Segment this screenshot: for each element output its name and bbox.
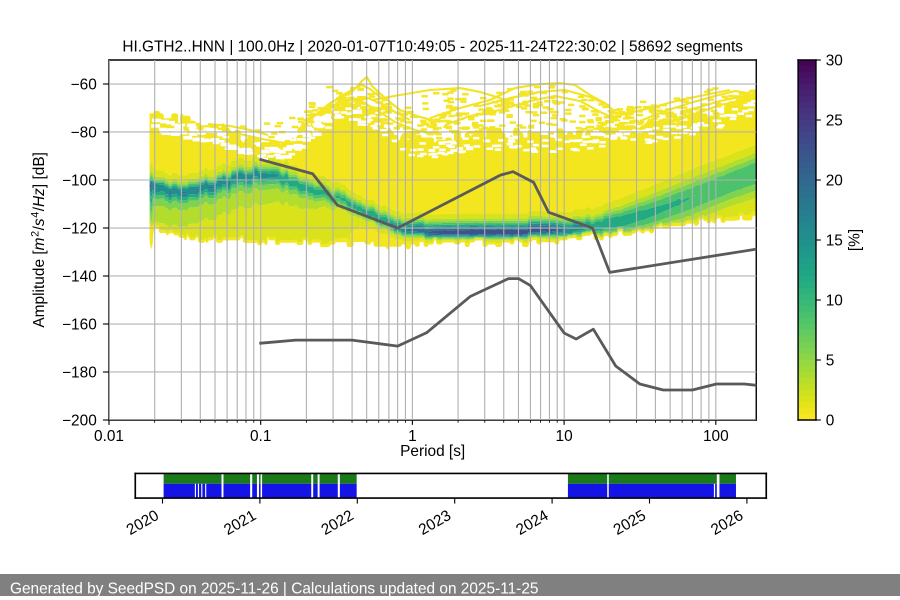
svg-text:100: 100 bbox=[703, 428, 729, 445]
svg-text:−180: −180 bbox=[62, 365, 97, 382]
svg-text:15: 15 bbox=[826, 233, 843, 250]
svg-text:−80: −80 bbox=[71, 125, 97, 142]
svg-text:A m p l: A m p l i t u d e [ / / ] [ d B ] m s H … bbox=[19, 146, 50, 328]
svg-text:−140: −140 bbox=[62, 269, 97, 286]
svg-text:−120: −120 bbox=[62, 221, 97, 238]
svg-text:HI.GTH2..HNN | 100.0Hz | 2020-: HI.GTH2..HNN | 100.0Hz | 2020-01-07T10:4… bbox=[122, 39, 743, 56]
svg-text:0: 0 bbox=[826, 413, 835, 430]
svg-text:−160: −160 bbox=[62, 317, 97, 334]
svg-text:Period [s]: Period [s] bbox=[400, 443, 465, 460]
svg-text:−200: −200 bbox=[62, 413, 97, 430]
svg-text:−100: −100 bbox=[62, 173, 97, 190]
svg-text:25: 25 bbox=[826, 113, 843, 130]
svg-text:[%]: [%] bbox=[847, 229, 864, 251]
svg-text:30: 30 bbox=[826, 53, 843, 70]
svg-text:10: 10 bbox=[826, 293, 843, 310]
svg-text:1: 1 bbox=[408, 428, 417, 445]
svg-text:0.01: 0.01 bbox=[94, 428, 124, 445]
svg-text:0.1: 0.1 bbox=[250, 428, 271, 445]
svg-text:−60: −60 bbox=[71, 77, 97, 94]
svg-text:Generated by SeedPSD on 2025-1: Generated by SeedPSD on 2025-11-26 | Cal… bbox=[10, 581, 538, 598]
svg-text:20: 20 bbox=[826, 173, 843, 190]
svg-text:10: 10 bbox=[556, 428, 573, 445]
svg-text:5: 5 bbox=[826, 353, 835, 370]
